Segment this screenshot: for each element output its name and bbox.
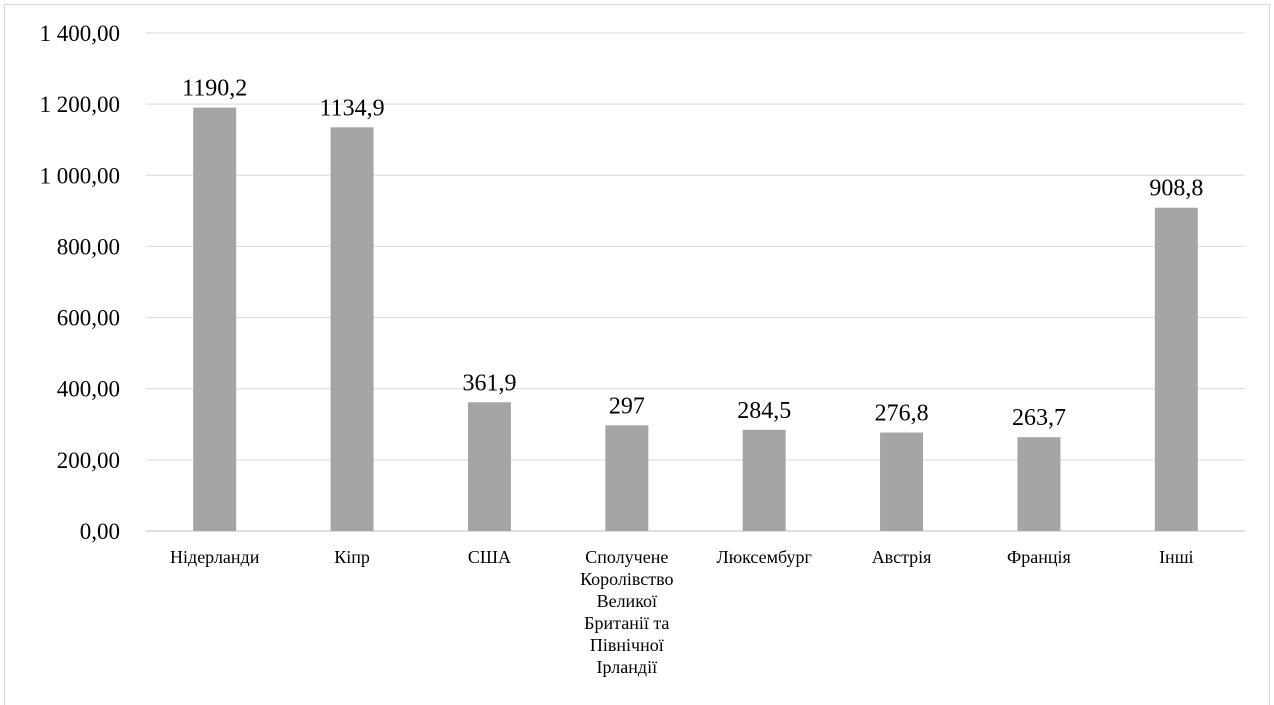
category-label-line: Франція [1007,547,1071,567]
y-tick-label: 800,00 [57,234,120,259]
category-label-line: Великої [597,591,657,611]
bar [742,429,786,531]
data-label: 297 [609,393,645,419]
category-label: Кіпр [334,547,370,567]
category-label-line: Австрія [872,547,932,567]
category-label: Австрія [872,547,932,567]
data-label: 1190,2 [182,76,247,102]
category-label-line: Люксембург [716,547,811,567]
category-label-line: Інші [1159,547,1194,567]
y-tick-label: 1 200,00 [40,92,121,117]
y-tick-label: 600,00 [57,306,120,331]
bar [330,127,374,531]
y-tick-label: 1 400,00 [40,21,121,46]
y-tick-label: 400,00 [57,377,120,402]
category-label: Сполучене Королівство Великої Британії та Пі… [580,547,673,677]
bar [193,107,237,532]
data-label: 361,9 [462,370,516,396]
category-label: Люксембург [716,547,811,567]
bar [467,402,511,531]
category-label: Франція [1007,547,1071,567]
category-label-line: Сполучене [585,547,668,567]
category-label-line: Кіпр [334,547,370,567]
category-label: Нідерланди [170,547,260,567]
bar [605,425,649,531]
y-tick-label: 0,00 [80,519,120,544]
bar [1154,207,1198,531]
chart-frame [4,4,1270,705]
category-label-line: Королівство [580,569,673,589]
data-label: 276,8 [875,401,929,427]
y-tick-label: 200,00 [57,448,120,473]
category-label-line: США [468,547,511,567]
bar [1017,437,1061,531]
category-label-line: Нідерланди [170,547,260,567]
category-label-line: Ірландії [597,657,658,677]
data-label: 908,8 [1149,176,1203,202]
data-label: 263,7 [1012,405,1066,431]
category-label-line: Британії та [584,613,669,633]
category-label: Інші [1159,547,1194,567]
category-label-line: Північної [590,635,664,655]
category-label: США [468,547,511,567]
data-label: 284,5 [737,398,791,424]
data-label: 1134,9 [320,95,385,121]
bar [880,432,924,531]
y-tick-label: 1 000,00 [40,163,121,188]
